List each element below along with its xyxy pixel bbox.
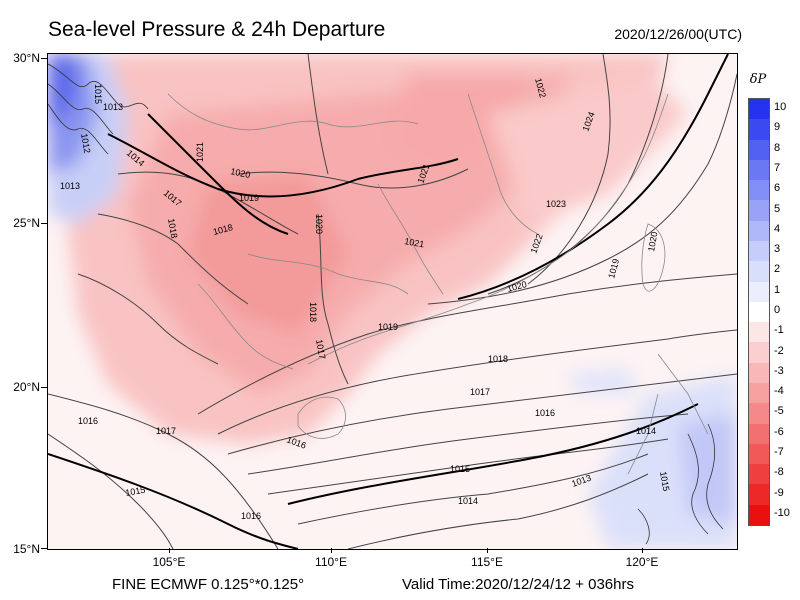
colorbar-segment — [749, 220, 769, 241]
colorbar-tick-label: 3 — [774, 243, 781, 256]
colorbar-segment — [749, 423, 769, 444]
colorbar-segment — [749, 281, 769, 302]
colorbar-segment — [749, 240, 769, 262]
lon-label-120e: 120°E — [625, 555, 659, 569]
colorbar-tick-label: -5 — [774, 405, 784, 418]
contour-label: 1020 — [230, 166, 252, 180]
contour-value-labels: 1015 1013 1014 1012 1013 1017 1021 1020 … — [60, 77, 671, 521]
colorbar-segment — [749, 180, 769, 201]
colorbar-segment — [749, 119, 769, 140]
lat-label-30n: 30°N — [13, 51, 40, 65]
contour-label: 1018 — [166, 218, 179, 239]
colorbar-segment — [749, 382, 769, 404]
departure-shading — [48, 54, 737, 549]
terrain-contours — [48, 63, 724, 545]
contour-label: 1018 — [308, 302, 318, 322]
lat-tick — [41, 387, 47, 388]
colorbar-segment — [749, 159, 769, 181]
contour-label: 1017 — [470, 387, 490, 397]
colorbar-tick-label: 9 — [774, 121, 781, 134]
map-canvas: 1015 1013 1014 1012 1013 1017 1021 1020 … — [48, 54, 737, 549]
colorbar-segment — [749, 464, 769, 485]
lat-tick — [41, 548, 47, 549]
lon-label-105e: 105°E — [152, 555, 186, 569]
lat-label-15n: 15°N — [13, 542, 40, 556]
colorbar-segment — [749, 301, 769, 323]
colorbar-tick-label: 2 — [774, 263, 781, 276]
colorbar-tick-label: -2 — [774, 344, 784, 357]
colorbar-tick-label: -8 — [774, 466, 784, 479]
colorbar-segment — [749, 322, 769, 343]
colorbar-title: δP — [749, 72, 767, 87]
colorbar-tick-label: 4 — [774, 222, 781, 235]
colorbar-tick-label: 5 — [774, 202, 781, 215]
colorbar-tick-label: 7 — [774, 162, 781, 174]
contour-label: 1019 — [239, 193, 259, 203]
contour-label: 1019 — [378, 322, 398, 332]
contour-label: 1013 — [60, 181, 80, 191]
lon-tick — [169, 548, 170, 553]
contour-label: 1023 — [546, 199, 566, 209]
analysis-datetime: 2020/12/26/00(UTC) — [614, 26, 742, 42]
map-title: Sea-level Pressure & 24h Departure — [48, 18, 386, 41]
colorbar-segment — [749, 139, 769, 160]
contour-label: 1018 — [488, 354, 508, 364]
contour-label: 1014 — [458, 496, 478, 506]
lat-tick — [41, 58, 47, 59]
lon-label-110e: 110°E — [315, 555, 347, 569]
lon-tick — [642, 548, 643, 553]
lon-label-115e: 115°E — [471, 555, 503, 569]
colorbar-tick-label: -3 — [774, 364, 784, 377]
coastline-and-borders — [167, 93, 709, 475]
contour-label: 1016 — [78, 416, 98, 426]
contour-label: 1015 — [658, 471, 671, 492]
lon-tick — [487, 548, 488, 553]
model-label: FINE ECMWF 0.125°*0.125° — [112, 576, 305, 593]
contour-label: 1012 — [79, 133, 92, 154]
contour-label: 1015 — [125, 485, 146, 498]
colorbar-segment — [749, 484, 769, 505]
contour-label: 1021 — [195, 142, 205, 162]
contour-label: 1021 — [404, 236, 425, 249]
colorbar-segment — [749, 504, 769, 525]
colorbar-tick-label: -1 — [774, 324, 784, 337]
colorbar-segment — [749, 261, 769, 282]
contour-label: 1015 — [93, 84, 103, 104]
contour-label: 1015 — [450, 464, 470, 474]
colorbar-labels: 10 9 8 7 6 5 4 3 2 1 0 -1 -2 -3 -4 -5 -6 -7 -8 -9 -10 — [774, 98, 800, 524]
colorbar-segment — [749, 362, 769, 383]
colorbar-tick-label: -9 — [774, 486, 784, 499]
lat-label-20n: 20°N — [13, 380, 40, 394]
colorbar-tick-label: 0 — [774, 304, 781, 316]
contour-label: 1017 — [314, 339, 327, 360]
colorbar-segment — [749, 99, 769, 120]
colorbar-segment — [749, 342, 769, 363]
colorbar-tick-label: 10 — [774, 101, 787, 114]
contour-label: 1014 — [636, 426, 656, 436]
contour-label: 1020 — [314, 214, 324, 234]
colorbar-segment — [749, 443, 769, 465]
colorbar-tick-label: 1 — [774, 283, 781, 296]
colorbar-segment — [749, 403, 769, 424]
colorbar-tick-label: -4 — [774, 385, 784, 398]
pressure-map[interactable]: 1015 1013 1014 1012 1013 1017 1021 1020 … — [47, 53, 738, 550]
lat-tick — [41, 223, 47, 224]
lon-tick — [331, 548, 332, 553]
colorbar-tick-label: -7 — [774, 446, 784, 458]
contour-label: 1016 — [241, 511, 261, 521]
colorbar-tick-label: -6 — [774, 425, 784, 438]
contour-label: 1016 — [535, 408, 555, 418]
colorbar-tick-label: 8 — [774, 141, 781, 154]
lat-label-25n: 25°N — [13, 216, 40, 230]
colorbar-tick-label: -10 — [774, 506, 790, 519]
colorbar-segment — [749, 200, 769, 221]
contour-label: 1020 — [646, 231, 659, 252]
contour-label: 1013 — [103, 102, 123, 112]
colorbar — [748, 98, 770, 526]
contour-label: 1017 — [156, 426, 176, 436]
bold-contours — [48, 54, 729, 549]
colorbar-tick-label: 6 — [774, 182, 781, 195]
valid-time-label: Valid Time:2020/12/24/12 + 036hrs — [402, 576, 634, 593]
